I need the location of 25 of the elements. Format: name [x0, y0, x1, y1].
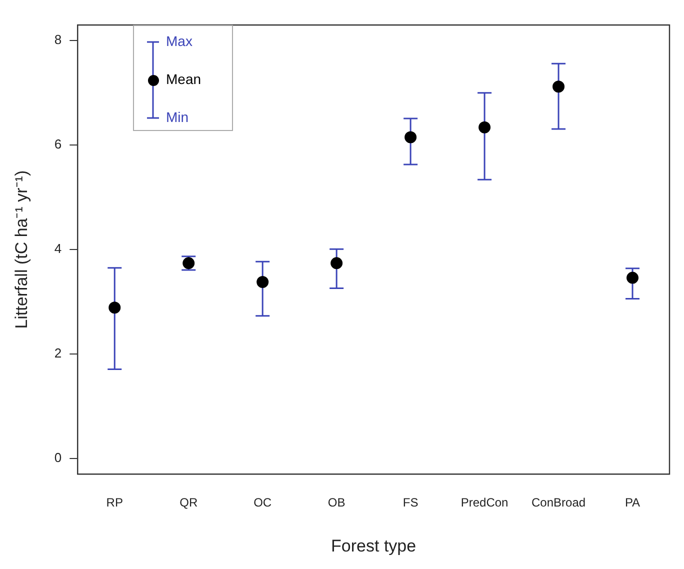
- x-tick-label: OB: [328, 496, 346, 510]
- annotation: Max: [166, 33, 192, 49]
- legend-label: Mean: [166, 71, 202, 87]
- point: [256, 276, 269, 288]
- y-tick-label: 2: [54, 346, 62, 361]
- x-tick-label: QR: [180, 496, 198, 510]
- point: [404, 131, 417, 144]
- point: [330, 257, 343, 270]
- x-tick-label: ConBroad: [532, 496, 586, 510]
- x-axis-title: Forest type: [331, 536, 416, 556]
- point: [478, 121, 491, 134]
- point: [626, 272, 639, 284]
- y-tick-label: 4: [54, 241, 62, 256]
- x-tick-label: OC: [254, 496, 272, 510]
- annotation: Min: [166, 109, 189, 125]
- x-tick-label: RP: [106, 496, 123, 510]
- point: [552, 80, 565, 93]
- y-tick-label: 6: [54, 136, 62, 152]
- y-tick-label: 8: [54, 32, 62, 48]
- point: [108, 302, 121, 314]
- x-tick-label: PredCon: [460, 496, 508, 510]
- y-axis-title: Litterfall (tC ha⁻¹ yr⁻¹): [12, 170, 31, 329]
- x-tick-label: FS: [402, 496, 418, 510]
- x-tick-label: PA: [624, 496, 640, 510]
- y-tick-label: 0: [54, 450, 62, 466]
